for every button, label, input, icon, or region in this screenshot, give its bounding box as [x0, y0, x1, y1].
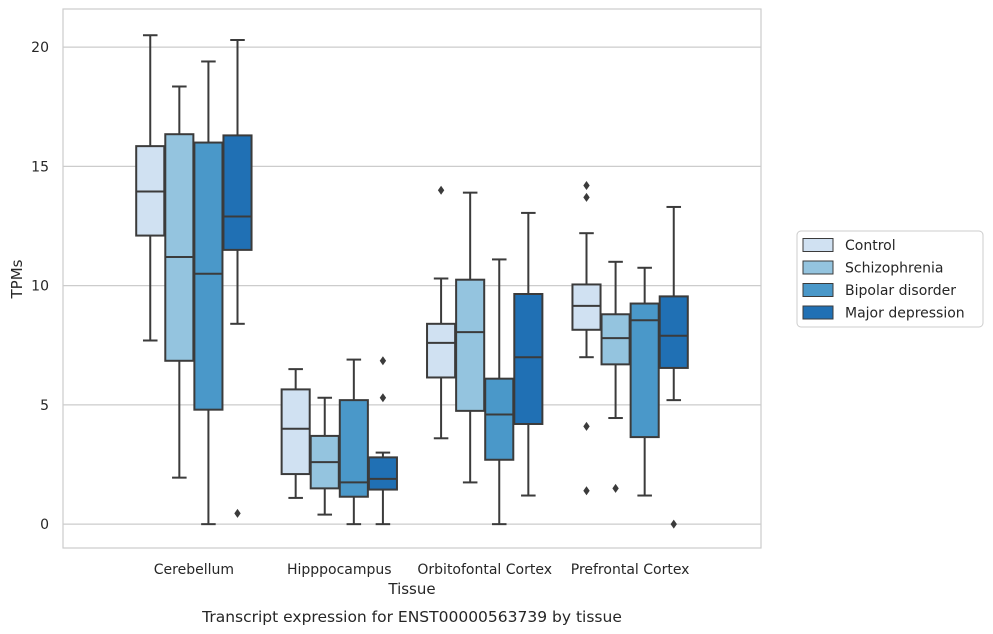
- y-tick-label: 20: [31, 40, 49, 56]
- box-body: [222, 134, 253, 251]
- box-control: [135, 34, 166, 342]
- outlier-point: [583, 421, 590, 431]
- box-body: [455, 278, 486, 412]
- box-bipolar-disorder: [484, 258, 515, 526]
- y-tick-labels: 0 5 10 15 20: [31, 40, 49, 533]
- legend-swatch: [802, 305, 834, 320]
- legend-label: Major depression: [845, 306, 965, 322]
- outlier-point: [583, 180, 590, 190]
- box-bipolar-disorder: [629, 266, 660, 497]
- box-body: [513, 293, 544, 425]
- plot-frame: [62, 8, 762, 549]
- x-tick-labels: Cerebellum Hipppocampus Orbitofontal Corte…: [154, 562, 690, 578]
- outlier-point: [379, 356, 387, 366]
- legend-label: Bipolar disorder: [845, 283, 956, 299]
- box-control: [280, 368, 311, 499]
- y-axis-label: TPMs: [8, 259, 26, 299]
- box-body: [164, 133, 195, 362]
- y-tick-label: 10: [31, 279, 49, 295]
- box-body: [571, 283, 602, 331]
- box-body: [338, 399, 369, 498]
- outlier-point: [612, 483, 619, 493]
- box-major-depression: [513, 211, 544, 497]
- box-body: [367, 456, 398, 491]
- outlier-point: [670, 519, 677, 529]
- box-schizophrenia: [309, 396, 340, 516]
- box-major-depression: [658, 205, 689, 529]
- box-major-depression: [222, 39, 253, 518]
- outlier-point: [437, 185, 445, 195]
- box-body: [280, 388, 311, 476]
- box-body: [629, 302, 660, 439]
- box-bipolar-disorder: [193, 60, 224, 526]
- x-tick-label: Orbitofontal Cortex: [417, 562, 552, 578]
- outlier-point: [234, 508, 241, 518]
- legend-label: Control: [845, 238, 896, 254]
- box-body: [193, 141, 224, 411]
- box-schizophrenia: [164, 85, 195, 479]
- x-tick-label: Cerebellum: [154, 562, 234, 578]
- box-body: [658, 295, 689, 369]
- box-major-depression: [367, 356, 398, 526]
- legend-frame: [796, 230, 984, 328]
- outlier-point: [583, 486, 590, 496]
- x-tick-label: Prefrontal Cortex: [571, 562, 690, 578]
- x-axis-label: Tissue: [387, 580, 435, 598]
- legend-swatch: [802, 260, 834, 275]
- y-tick-label: 15: [31, 159, 49, 175]
- chart-title: Transcript expression for ENST0000056373…: [201, 608, 622, 626]
- legend-label: Schizophrenia: [845, 261, 943, 277]
- y-tick-label: 0: [40, 517, 49, 533]
- legend-swatch: [802, 238, 834, 252]
- x-tick-label: Hipppocampus: [287, 562, 392, 578]
- box-body: [426, 322, 457, 379]
- box-plots: [135, 34, 689, 529]
- box-schizophrenia: [600, 260, 631, 493]
- legend-swatch: [802, 283, 834, 297]
- box-body: [600, 313, 631, 366]
- box-body: [484, 377, 515, 461]
- y-tick-label: 5: [40, 398, 49, 414]
- outlier-point: [583, 192, 590, 202]
- legend: Control Schizophrenia Bipolar disorder Majo…: [796, 230, 984, 328]
- box-control: [571, 180, 602, 496]
- box-bipolar-disorder: [338, 358, 369, 526]
- box-schizophrenia: [455, 191, 486, 484]
- outlier-point: [379, 393, 387, 403]
- box-control: [426, 185, 457, 440]
